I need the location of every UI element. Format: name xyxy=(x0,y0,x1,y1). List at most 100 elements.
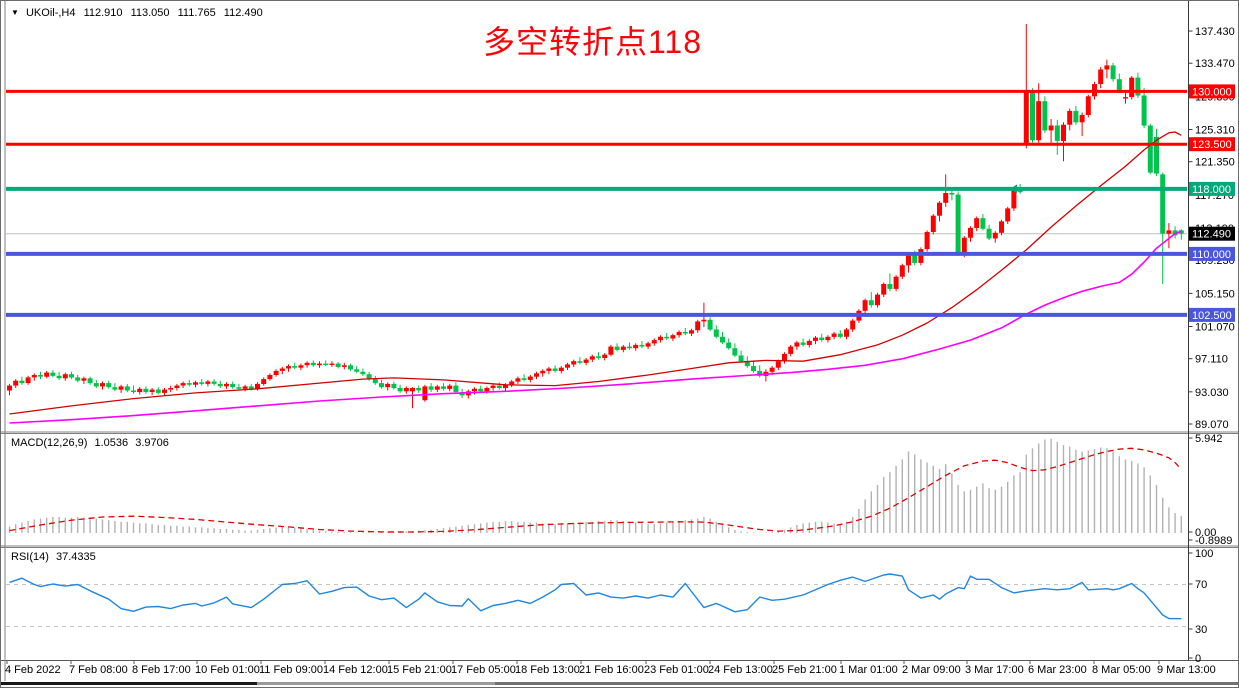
candle xyxy=(583,357,589,366)
candle xyxy=(56,371,62,380)
candle xyxy=(844,327,849,340)
quote-open: 112.910 xyxy=(83,7,123,19)
ma-fast-line[interactable] xyxy=(9,131,1182,415)
candle xyxy=(50,370,56,378)
candle xyxy=(416,385,422,393)
candle xyxy=(496,382,502,390)
candle xyxy=(81,376,87,384)
candle xyxy=(1110,63,1116,82)
time-axis[interactable]: 4 Feb 2022 7 Feb 08:00 8 Feb 17:00 10 Feb 0… xyxy=(5,660,1216,677)
candle xyxy=(131,385,136,394)
candle xyxy=(292,362,298,370)
candle xyxy=(149,388,155,396)
candle xyxy=(1141,88,1147,128)
candle xyxy=(1048,119,1054,145)
price-axis[interactable]: 137.430133.470129.390125.310121.350117.2… xyxy=(1188,1,1235,665)
candle xyxy=(69,371,74,380)
candle xyxy=(310,360,316,367)
candle xyxy=(1123,91,1128,104)
candle xyxy=(1135,72,1141,98)
candle xyxy=(44,370,50,379)
candle xyxy=(1067,108,1073,131)
candle xyxy=(565,362,570,371)
candle xyxy=(676,330,682,338)
candle xyxy=(862,298,868,314)
ma-slow-line[interactable] xyxy=(9,230,1182,424)
price-badge-118.000: 118.000 xyxy=(1189,181,1235,196)
candle xyxy=(447,383,453,392)
candle xyxy=(211,379,217,386)
rsi-axis-label: 70 xyxy=(1195,579,1207,591)
candle xyxy=(410,387,415,409)
macd-axis-label: 0.00 xyxy=(1195,527,1216,539)
candle xyxy=(93,379,99,388)
candle xyxy=(534,371,539,380)
price-badge-label: 112.490 xyxy=(1192,229,1231,241)
rsi-panel-label: RSI(14) 37.4335 xyxy=(11,551,100,563)
time-axis-label: 25 Feb 21:00 xyxy=(772,664,837,676)
price-axis-label: 133.470 xyxy=(1195,58,1235,70)
candle xyxy=(602,353,608,361)
time-axis-label: 8 Feb 17:00 xyxy=(132,664,191,676)
candle xyxy=(596,352,601,360)
symbol-label: UKOil-,H4 xyxy=(25,7,76,19)
candle xyxy=(881,282,887,297)
candle xyxy=(1036,83,1042,143)
candle xyxy=(937,201,942,222)
time-axis-label: 7 Feb 08:00 xyxy=(69,664,128,676)
time-axis-label: 14 Feb 12:00 xyxy=(323,664,388,676)
candle xyxy=(509,379,515,388)
candle xyxy=(273,369,279,377)
candle xyxy=(329,361,335,367)
horizontal-lines xyxy=(6,89,1187,317)
candle xyxy=(118,384,124,393)
macd-axis-label: 5.942 xyxy=(1195,433,1223,445)
candle xyxy=(1085,94,1091,118)
time-axis-label: 18 Feb 13:00 xyxy=(515,664,580,676)
macd-panel-label: MACD(12,26,9) 1.0536 3.9706 xyxy=(11,437,173,449)
time-axis-label: 10 Feb 01:00 xyxy=(195,664,260,676)
candle xyxy=(391,381,397,390)
quote-low: 111.765 xyxy=(177,7,216,19)
candle xyxy=(633,343,639,351)
price-badge-label: 102.500 xyxy=(1192,310,1232,322)
candle xyxy=(1104,59,1110,79)
price-badge-112.490: 112.490 xyxy=(1189,226,1235,241)
chart-plot-area[interactable] xyxy=(6,1,1187,661)
candle xyxy=(819,333,825,342)
candle xyxy=(850,318,856,332)
chart-annotation-text: 多空转折点118 xyxy=(483,24,703,60)
candle xyxy=(372,375,378,385)
candle xyxy=(31,373,37,381)
candle xyxy=(980,214,986,231)
candle xyxy=(837,330,843,339)
candle xyxy=(974,216,980,232)
symbol-dropdown-icon[interactable]: ▼ xyxy=(11,8,19,17)
candle xyxy=(13,379,19,388)
candle xyxy=(162,388,167,396)
line-anchor-arrow-icon[interactable] xyxy=(1010,184,1017,194)
price-axis-label: 89.070 xyxy=(1195,419,1229,431)
candle xyxy=(651,338,657,346)
candle xyxy=(751,360,756,373)
candle xyxy=(267,373,273,381)
candle xyxy=(199,379,205,386)
time-axis-label: 4 Feb 2022 xyxy=(5,664,61,676)
candle xyxy=(124,383,130,393)
candle xyxy=(1079,112,1085,137)
candle xyxy=(341,362,347,370)
candle xyxy=(19,376,25,385)
candle xyxy=(999,219,1004,236)
time-axis-label: 11 Feb 09:00 xyxy=(259,664,323,676)
macd-signal-line xyxy=(9,447,1182,533)
quote-close: 112.490 xyxy=(223,7,263,19)
candle xyxy=(620,344,626,353)
time-axis-label: 9 Mar 13:00 xyxy=(1157,664,1216,676)
candle xyxy=(25,375,31,385)
candle xyxy=(726,338,732,350)
candle xyxy=(831,331,837,340)
candle xyxy=(186,379,192,387)
